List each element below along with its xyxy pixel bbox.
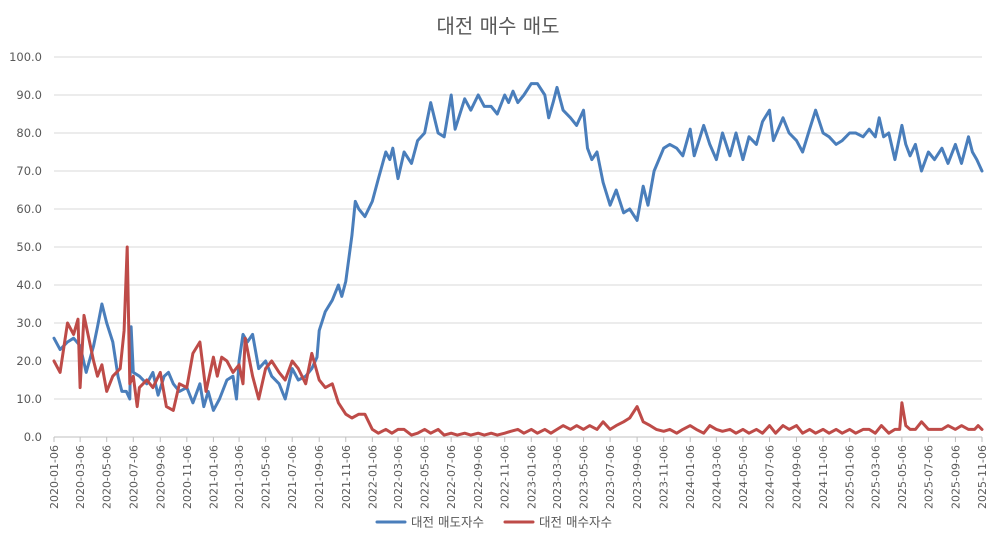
x-tick-label: 2020-05-06: [101, 445, 114, 509]
x-tick-label: 2025-11-06: [976, 445, 989, 509]
legend-label-1: 대전 매도자수: [411, 515, 484, 530]
series-line-1: [52, 82, 984, 412]
y-tick-label: 30.0: [16, 316, 42, 330]
x-tick-label: 2022-09-06: [472, 445, 485, 509]
x-tick-label: 2023-07-06: [604, 445, 617, 509]
x-tick-label: 2023-01-06: [525, 445, 538, 509]
x-tick-label: 2020-11-06: [181, 445, 194, 509]
y-tick-label: 70.0: [16, 164, 42, 178]
legend-label-2: 대전 매수자수: [539, 515, 612, 530]
x-tick-label: 2021-11-06: [340, 445, 353, 509]
legend: 대전 매도자수 대전 매수자수: [375, 515, 612, 530]
y-tick-label: 10.0: [16, 392, 42, 406]
x-tick-label: 2025-01-06: [844, 445, 857, 509]
x-tick-label: 2024-01-06: [684, 445, 697, 509]
y-tick-label: 50.0: [16, 240, 42, 254]
gridlines: [54, 56, 982, 438]
x-tick-label: 2020-03-06: [74, 445, 87, 509]
x-tick-label: 2024-03-06: [710, 445, 723, 509]
y-tick-label: 20.0: [16, 354, 42, 368]
x-tick-label: 2025-09-06: [949, 445, 962, 509]
x-tick-label: 2022-07-06: [445, 445, 458, 509]
x-tick-label: 2022-01-06: [366, 445, 379, 509]
x-tick-label: 2023-05-06: [578, 445, 591, 509]
series-line-2: [52, 245, 984, 437]
x-tick-label: 2020-07-06: [127, 445, 140, 509]
x-tick-label: 2023-11-06: [658, 445, 671, 509]
x-tick-label: 2024-09-06: [790, 445, 803, 509]
y-axis-ticks: 0.0 10.0 20.0 30.0 40.0 50.0 60.0 70.0 80.0 90.0 1…: [9, 50, 42, 444]
y-tick-label: 90.0: [16, 88, 42, 102]
series-lines: [52, 82, 984, 437]
x-tick-label: 2025-03-06: [869, 445, 882, 509]
x-tick-label: 2021-07-06: [286, 445, 299, 509]
y-tick-label: 80.0: [16, 126, 42, 140]
x-tick-label: 2020-09-06: [154, 445, 167, 509]
x-tick-label: 2021-05-06: [260, 445, 273, 509]
y-tick-label: 100.0: [9, 50, 42, 64]
x-tick-label: 2024-11-06: [817, 445, 830, 509]
x-tick-label: 2025-05-06: [896, 445, 909, 509]
x-tick-label: 2022-03-06: [392, 445, 405, 509]
x-tick-label: 2021-09-06: [313, 445, 326, 509]
x-tick-label: 2024-05-06: [737, 445, 750, 509]
x-tick-label: 2021-03-06: [233, 445, 246, 509]
x-tick-label: 2022-11-06: [499, 445, 512, 509]
x-tick-label: 2021-01-06: [207, 445, 220, 509]
x-axis-ticks: 2020-01-06 2020-03-06 2020-05-06 2020-07-06…: [48, 437, 989, 509]
y-tick-label: 40.0: [16, 278, 42, 292]
y-tick-label: 0.0: [24, 430, 42, 444]
x-tick-label: 2020-01-06: [48, 445, 61, 509]
x-tick-label: 2022-05-06: [419, 445, 432, 509]
chart-title: 대전 매수 매도: [436, 14, 559, 38]
x-tick-label: 2025-07-06: [922, 445, 935, 509]
x-tick-label: 2023-03-06: [551, 445, 564, 509]
x-tick-label: 2023-09-06: [631, 445, 644, 509]
y-tick-label: 60.0: [16, 202, 42, 216]
x-tick-label: 2024-07-06: [763, 445, 776, 509]
